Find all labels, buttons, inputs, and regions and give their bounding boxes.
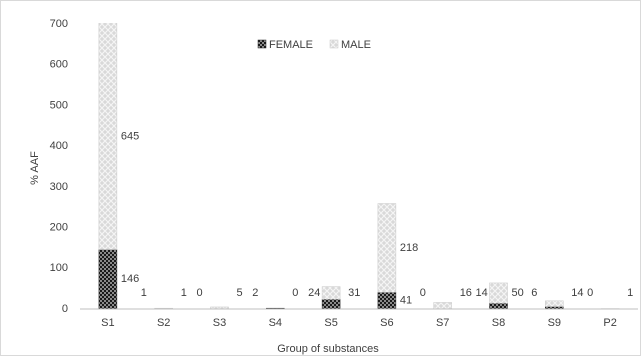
y-tick-label: 300 bbox=[50, 181, 68, 193]
x-tick-label: P2 bbox=[603, 317, 616, 329]
data-label: 5 bbox=[237, 287, 243, 299]
y-axis-title: % AAF bbox=[29, 151, 41, 185]
y-tick-label: 500 bbox=[50, 99, 68, 111]
x-tick-label: S3 bbox=[213, 317, 226, 329]
data-label: 0 bbox=[587, 287, 593, 299]
y-tick-label: 0 bbox=[62, 303, 68, 315]
bar-segment bbox=[98, 249, 118, 310]
data-label: 0 bbox=[197, 287, 203, 299]
x-tick-label: S9 bbox=[548, 317, 561, 329]
bar-segment bbox=[433, 302, 452, 310]
legend-swatch bbox=[257, 39, 267, 49]
legend-label: FEMALE bbox=[269, 39, 313, 51]
y-tick-label: 200 bbox=[50, 221, 68, 233]
data-label: 1 bbox=[141, 287, 147, 299]
x-tick-label: S1 bbox=[101, 317, 114, 329]
x-axis-title: Group of substances bbox=[277, 343, 379, 355]
data-label: 1 bbox=[181, 287, 187, 299]
data-label: 31 bbox=[348, 287, 360, 299]
data-label: 16 bbox=[460, 287, 472, 299]
data-label: 218 bbox=[400, 242, 418, 254]
data-label: 0 bbox=[420, 287, 426, 299]
bar-segment bbox=[321, 298, 341, 310]
bar-segment bbox=[377, 203, 397, 293]
x-tick-label: S6 bbox=[380, 317, 393, 329]
bar-segment bbox=[321, 286, 341, 300]
data-label: 14 bbox=[571, 287, 583, 299]
data-label: 2 bbox=[252, 287, 258, 299]
data-label: 6 bbox=[531, 287, 537, 299]
data-label: 0 bbox=[292, 287, 298, 299]
bar-segment bbox=[377, 292, 397, 310]
legend-label: MALE bbox=[341, 39, 371, 51]
data-label: 645 bbox=[121, 131, 139, 143]
data-label: 146 bbox=[121, 273, 139, 285]
x-tick-label: S2 bbox=[157, 317, 170, 329]
data-label: 14 bbox=[476, 287, 488, 299]
y-tick-label: 100 bbox=[50, 262, 68, 274]
x-tick-label: S7 bbox=[436, 317, 449, 329]
bar-segment bbox=[489, 282, 508, 304]
data-label: 24 bbox=[308, 287, 320, 299]
data-label: 41 bbox=[400, 295, 412, 307]
data-label: 50 bbox=[512, 287, 524, 299]
legend-swatch bbox=[329, 39, 339, 49]
bar-segment bbox=[98, 23, 118, 250]
x-tick-label: S5 bbox=[324, 317, 337, 329]
y-tick-label: 400 bbox=[50, 140, 68, 152]
x-tick-label: S4 bbox=[269, 317, 282, 329]
y-tick-label: 700 bbox=[50, 18, 68, 30]
bar-segment bbox=[489, 303, 508, 310]
bar-segment bbox=[545, 300, 564, 307]
plot-area bbox=[98, 23, 620, 310]
x-tick-label: S8 bbox=[492, 317, 505, 329]
y-tick-label: 600 bbox=[50, 59, 68, 71]
data-label: 1 bbox=[627, 287, 633, 299]
